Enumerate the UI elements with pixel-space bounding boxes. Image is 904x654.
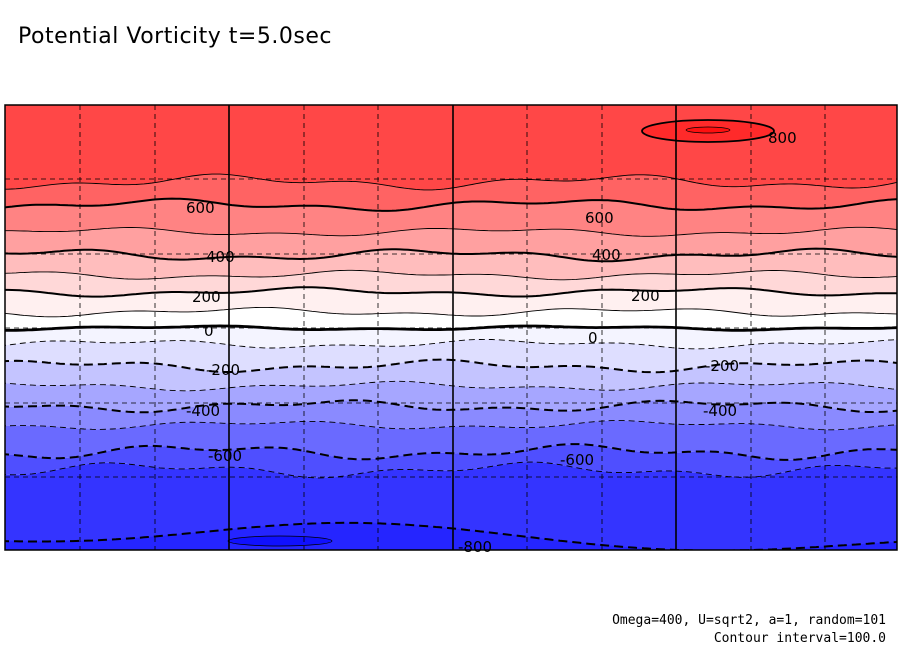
- contour-label: 0: [588, 329, 598, 347]
- band--200-to--100: [5, 339, 897, 373]
- contour-line-0: [5, 324, 897, 332]
- contour-line-minus-200: [5, 358, 897, 374]
- contour-line-300: [5, 269, 897, 281]
- contour-line-400: [5, 247, 897, 263]
- contour-line-500: [5, 226, 897, 237]
- contour-label: -400: [186, 402, 220, 420]
- contour-line-minus-800: [5, 521, 897, 550]
- band--600-to--500: [5, 420, 897, 460]
- contour-label: -600: [208, 447, 242, 465]
- contour-label: -200: [705, 357, 739, 375]
- band-500-to-600: [5, 198, 897, 237]
- contour-label: 0: [204, 322, 214, 340]
- band--300-to--200: [5, 359, 897, 391]
- plot-frame: [4, 104, 898, 551]
- contour-label: -800: [458, 538, 492, 556]
- contour-line-100: [5, 306, 897, 318]
- min-extremum-cell: [227, 535, 333, 547]
- contour-line-200: [5, 286, 897, 298]
- contour-label: 200: [192, 288, 221, 306]
- contour-line-600: [5, 197, 897, 212]
- contour-line-minus-500: [5, 420, 897, 431]
- contour-label: -200: [206, 361, 240, 379]
- contour-line-minus-400: [5, 399, 897, 414]
- contour-line-minus-100: [5, 338, 897, 350]
- contour-labels: 800 600 600 400 400 200 200 0 0 -200 -200 -400 -400 -…: [186, 129, 797, 556]
- max-extremum-core: [685, 126, 731, 134]
- contour-label: 400: [592, 246, 621, 264]
- band--400-to--300: [5, 381, 897, 413]
- contour-label: 200: [631, 287, 660, 305]
- contour-label: 600: [585, 209, 614, 227]
- contour-label: 600: [186, 199, 215, 217]
- band-0-to-100: [5, 307, 897, 331]
- contour-label: 800: [768, 129, 797, 147]
- band--100-to-0: [5, 325, 897, 349]
- contour-line-minus-700: [5, 461, 897, 479]
- band-400-to-500: [5, 227, 897, 262]
- contour-label: -600: [560, 451, 594, 469]
- parameters-note: Omega=400, U=sqrt2, a=1, random=101: [612, 613, 886, 628]
- band-300-to-400: [5, 248, 897, 280]
- contour-line-minus-300: [5, 380, 897, 392]
- band--500-to--400: [5, 400, 897, 430]
- chart-title: Potential Vorticity t=5.0sec: [18, 24, 332, 49]
- contour-interval-note: Contour interval=100.0: [713, 631, 886, 646]
- contour-label: -400: [703, 402, 737, 420]
- contour-line-minus-600: [5, 443, 897, 461]
- band-700-to-800: [5, 105, 897, 190]
- band-600-to-700: [5, 174, 897, 211]
- contour-lines: [5, 173, 897, 550]
- band--800-to--700: [5, 462, 897, 550]
- contour-label: 400: [206, 248, 235, 266]
- contour-line-700: [5, 173, 897, 191]
